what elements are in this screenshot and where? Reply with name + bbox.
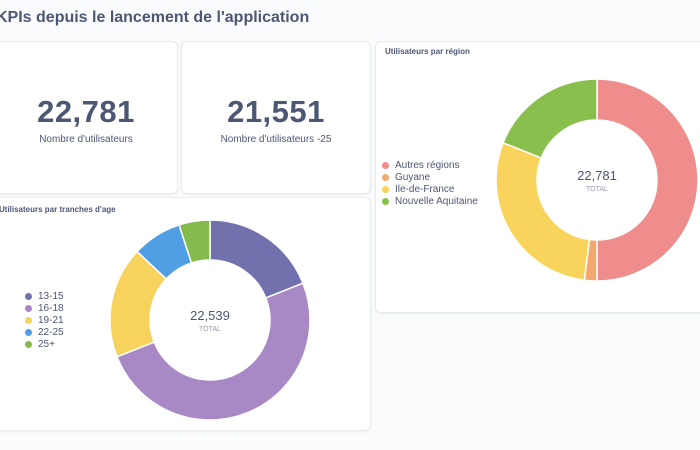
- kpi-value: 21,551: [227, 94, 325, 129]
- donut-slice-ile-de-france[interactable]: [495, 141, 591, 282]
- age-chart-card[interactable]: Utilisateurs par tranches d'age 13-15 16…: [0, 197, 371, 431]
- legend-label: Ile-de-France: [395, 183, 455, 195]
- legend-dot: [25, 328, 32, 336]
- legend-item[interactable]: 25+: [25, 338, 64, 350]
- region-chart-card[interactable]: Utilisateurs par région Autres régions G…: [375, 41, 700, 313]
- legend-dot: [25, 340, 32, 348]
- region-legend: Autres régions Guyane Ile-de-France Nouv…: [382, 159, 478, 207]
- kpi-card-users-under-25[interactable]: 21,551 Nombre d'utilisateurs -25: [181, 41, 371, 194]
- age-legend: 13-15 16-18 19-21 22-25 25+: [25, 290, 64, 350]
- legend-dot: [382, 173, 389, 181]
- page-title: KPIs depuis le lancement de l'applicatio…: [0, 9, 310, 26]
- legend-item[interactable]: Autres régions: [382, 159, 478, 171]
- legend-label: Guyane: [395, 171, 431, 183]
- legend-item[interactable]: 19-21: [25, 314, 64, 326]
- legend-item[interactable]: 13-15: [25, 290, 64, 302]
- legend-label: 16-18: [38, 302, 64, 314]
- kpi-label: Nombre d'utilisateurs: [39, 134, 133, 145]
- donut-slice-25-[interactable]: [178, 219, 211, 264]
- donut-total-label: TOTAL: [586, 186, 608, 193]
- donut-total: 22,539: [190, 308, 230, 323]
- legend-item[interactable]: Ile-de-France: [382, 183, 478, 195]
- legend-item[interactable]: Nouvelle Aquitaine: [382, 195, 478, 207]
- donut-slice-nouvelle-aquitaine[interactable]: [502, 78, 598, 159]
- legend-label: 22-25: [38, 326, 64, 338]
- legend-label: 25+: [38, 338, 55, 350]
- legend-label: Nouvelle Aquitaine: [395, 195, 478, 207]
- donut-total-label: TOTAL: [199, 326, 221, 333]
- card-title: Utilisateurs par région: [385, 47, 470, 56]
- legend-label: 19-21: [38, 314, 64, 326]
- legend-item[interactable]: 22-25: [25, 326, 64, 338]
- legend-item[interactable]: Guyane: [382, 171, 478, 183]
- legend-dot: [382, 197, 389, 205]
- donut-slice-16-18[interactable]: [116, 282, 311, 421]
- legend-dot: [25, 316, 32, 324]
- region-donut-chart[interactable]: 22,781 TOTAL: [495, 78, 699, 282]
- legend-label: 13-15: [38, 290, 64, 302]
- card-title: Utilisateurs par tranches d'age: [0, 205, 116, 214]
- kpi-label: Nombre d'utilisateurs -25: [220, 134, 332, 145]
- donut-slice-13-15[interactable]: [209, 219, 304, 299]
- age-donut-chart[interactable]: 22,539 TOTAL: [109, 219, 311, 421]
- donut-total: 22,781: [577, 168, 617, 183]
- legend-dot: [382, 185, 389, 193]
- kpi-card-users[interactable]: 22,781 Nombre d'utilisateurs: [0, 41, 178, 194]
- legend-label: Autres régions: [395, 159, 460, 171]
- donut-slice-autres-r-gions[interactable]: [596, 78, 699, 282]
- legend-dot: [25, 292, 32, 300]
- legend-item[interactable]: 16-18: [25, 302, 64, 314]
- legend-dot: [382, 161, 389, 169]
- legend-dot: [25, 304, 32, 312]
- kpi-value: 22,781: [37, 94, 135, 129]
